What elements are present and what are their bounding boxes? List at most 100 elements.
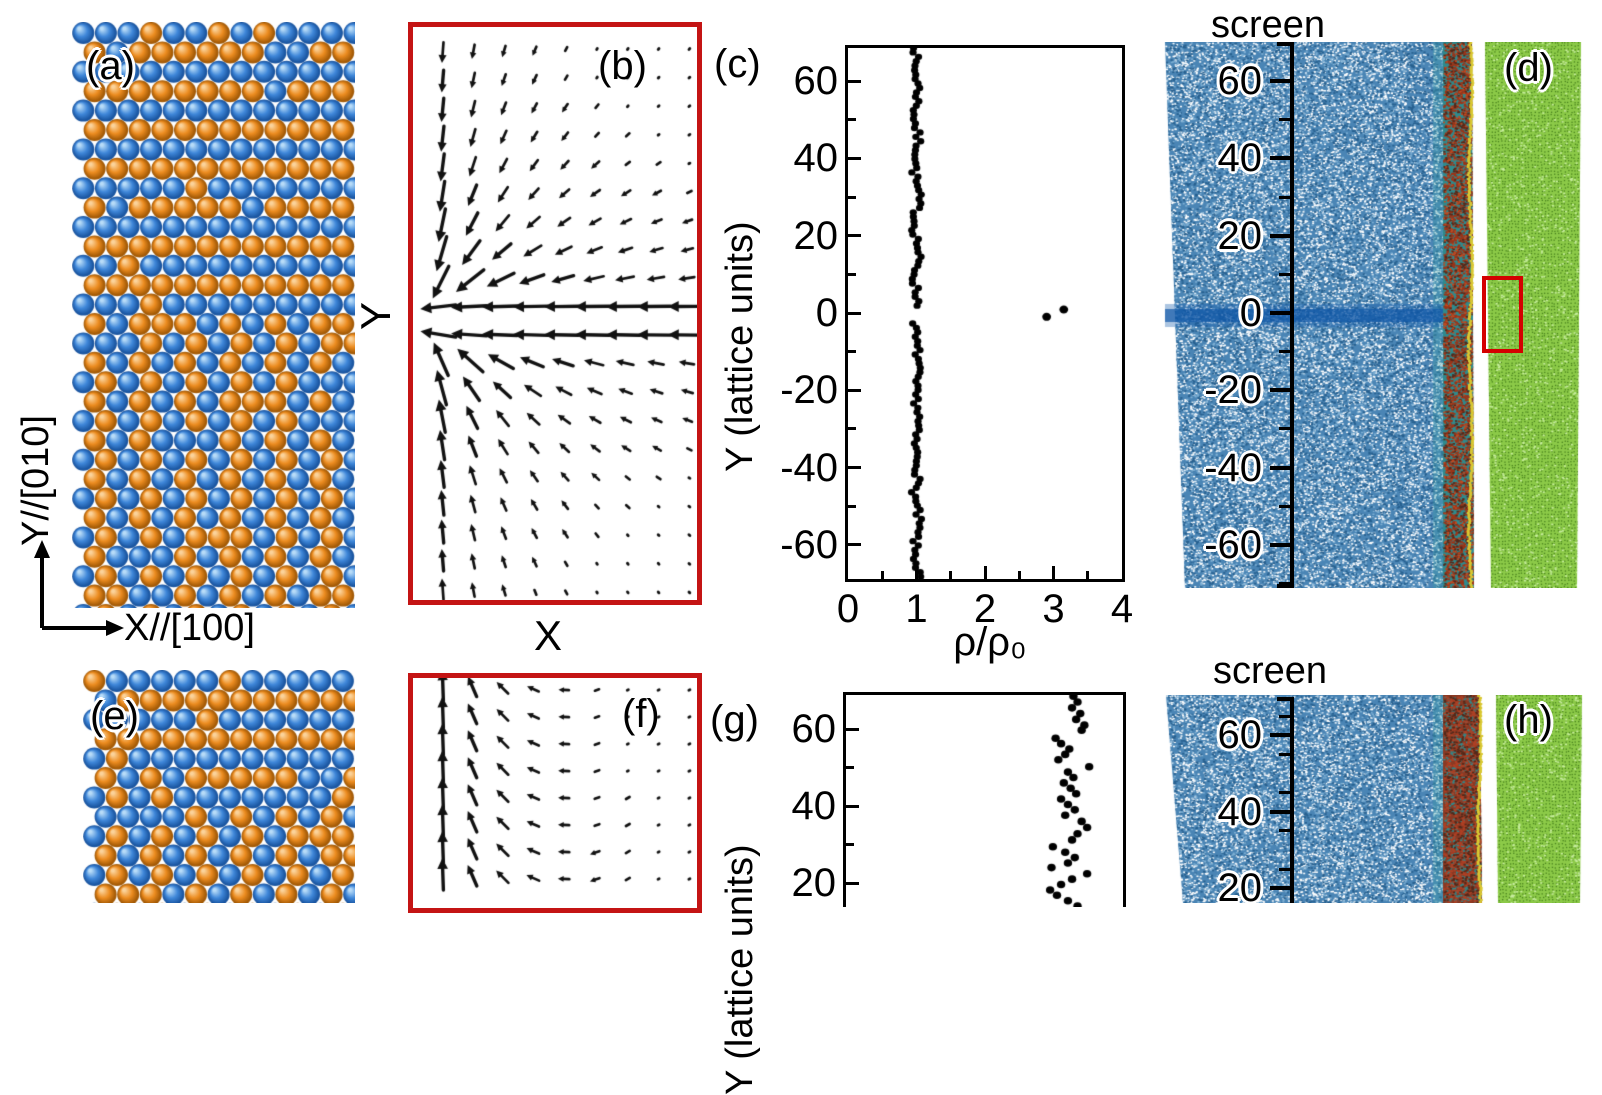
ruler-tick-label: 40 — [1217, 789, 1263, 834]
ruler-major-tick — [1270, 233, 1290, 238]
ruler-tick-label: 0 — [1239, 291, 1262, 335]
y-tick — [846, 881, 859, 885]
y-minor-tick — [848, 427, 856, 431]
panel-d-label: (d) — [1504, 46, 1553, 90]
panel-h-label: (h) — [1504, 698, 1553, 742]
y-tick-label: 40 — [791, 784, 837, 828]
y-tick-label: -20 — [780, 368, 838, 413]
panel-f-label: (f) — [622, 692, 660, 736]
panel-h-ruler-line — [1290, 697, 1294, 903]
panel-b-y-axis-label: Y — [352, 301, 399, 330]
y-tick-label: 60 — [793, 59, 839, 104]
ruler-minor-tick — [1279, 581, 1290, 585]
ruler-minor-tick — [1279, 752, 1290, 756]
panel-f-displacement-field-box — [408, 673, 702, 913]
panel-a-label: (a) — [86, 44, 135, 88]
y-tick — [848, 156, 861, 160]
y-tick — [846, 727, 859, 731]
x-minor-tick — [880, 571, 884, 579]
ruler-minor-tick — [1279, 118, 1290, 122]
ruler-minor-tick — [1279, 867, 1290, 871]
panel-f-quiver — [413, 678, 697, 908]
panel-h-particle-field — [1163, 695, 1583, 903]
panel-c-plot-box — [845, 45, 1125, 582]
panel-b-displacement-field-box — [408, 22, 702, 605]
y-tick — [848, 543, 861, 547]
y-tick — [848, 466, 861, 470]
ruler-major-tick — [1270, 886, 1290, 891]
x-minor-tick — [1017, 571, 1021, 579]
ruler-minor-tick — [1279, 195, 1290, 199]
panel-h-screen-label: screen — [1212, 650, 1328, 692]
x-tick-label: 0 — [836, 587, 860, 631]
panel-a-lattice-image — [72, 22, 355, 608]
ruler-minor-tick — [1279, 427, 1290, 431]
panel-e-lattice-image — [83, 670, 355, 903]
ruler-major-tick — [1270, 156, 1290, 161]
y-minor-tick — [848, 350, 856, 354]
y-tick — [848, 311, 861, 315]
panel-b-quiver — [413, 27, 697, 600]
x-axis-direction-label: X//[100] — [124, 607, 255, 649]
ruler-tick-label: 60 — [1217, 59, 1263, 104]
ruler-minor-tick — [1279, 272, 1290, 276]
ruler-minor-tick — [1279, 504, 1290, 508]
panel-g-plot-box — [843, 692, 1126, 907]
y-tick-label: 60 — [791, 707, 837, 751]
panel-d-particle-field — [1163, 42, 1583, 588]
ruler-major-tick — [1270, 542, 1290, 547]
y-minor-tick — [848, 272, 856, 276]
y-tick — [848, 388, 861, 392]
ruler-tick-label: -20 — [1204, 368, 1262, 413]
crystal-axes-arrows — [34, 540, 124, 636]
x-tick-label: 4 — [1110, 587, 1134, 631]
panel-d-simulation-snapshot: screen 60 40 20 0 -20 -40 -60 (d) — [1130, 0, 1602, 645]
y-tick — [846, 804, 859, 808]
x-tick-label: 1 — [905, 587, 928, 631]
panel-e-label: (e) — [90, 694, 139, 738]
x-minor-tick — [949, 571, 953, 579]
y-tick — [848, 234, 861, 238]
x-tick — [1052, 566, 1055, 579]
ruler-tick-label: 20 — [1217, 213, 1263, 258]
y-tick-label: 20 — [791, 861, 837, 905]
ruler-minor-tick — [1279, 350, 1290, 354]
ruler-major-tick — [1270, 809, 1290, 814]
ruler-end-tick — [1277, 42, 1294, 46]
y-minor-tick — [848, 118, 856, 122]
ruler-tick-label: 60 — [1217, 713, 1263, 758]
panel-c-y-axis-label: Y (lattice units) — [719, 221, 761, 472]
ruler-minor-tick — [1279, 829, 1290, 833]
x-minor-tick — [1086, 571, 1090, 579]
y-tick-label: -60 — [780, 522, 838, 567]
x-arrowhead-icon — [106, 620, 124, 636]
y-tick-label: 40 — [793, 136, 839, 181]
panel-c-label: (c) — [714, 42, 761, 86]
y-minor-tick — [846, 843, 854, 846]
figure-root: { "panels": { "a": {"label": "(a)"}, "b"… — [15, 0, 1602, 1095]
ruler-tick-label: -40 — [1204, 445, 1262, 490]
panel-d-zoom-region-outline — [1482, 276, 1523, 353]
x-tick-label: 2 — [973, 587, 997, 631]
ruler-tick-label: 20 — [1217, 866, 1263, 911]
ruler-end-tick — [1277, 584, 1294, 588]
panel-d-screen-label: screen — [1210, 4, 1326, 46]
y-tick — [848, 79, 861, 83]
y-tick-label: -40 — [780, 445, 838, 490]
panel-b-label: (b) — [598, 44, 647, 88]
y-minor-tick — [848, 504, 856, 508]
y-minor-tick — [846, 766, 854, 769]
y-axis-direction-label: Y//[010] — [15, 415, 57, 546]
ruler-major-tick — [1270, 388, 1290, 393]
ruler-minor-tick — [1279, 791, 1290, 795]
panel-b-x-axis-label: X — [534, 612, 563, 659]
ruler-major-tick — [1270, 465, 1290, 470]
y-tick-label: 0 — [815, 291, 838, 335]
y-arrowhead-icon — [34, 540, 50, 558]
panel-g-label: (g) — [710, 698, 759, 742]
y-tick-label: 20 — [793, 213, 839, 258]
ruler-tick-label: -60 — [1204, 522, 1262, 567]
panel-g-density-scatter — [846, 695, 1123, 907]
x-tick-label: 3 — [1042, 587, 1065, 631]
ruler-tick-label: 40 — [1217, 136, 1263, 181]
